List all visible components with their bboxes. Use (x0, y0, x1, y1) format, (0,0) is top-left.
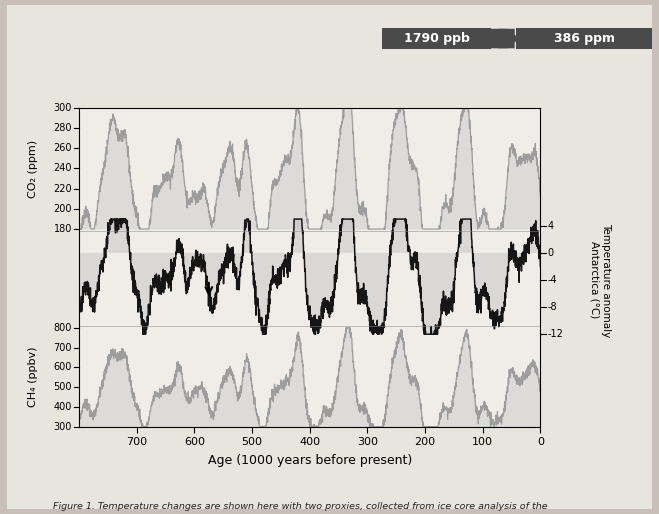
Text: 386 ppm: 386 ppm (554, 32, 615, 45)
Text: 400: 400 (54, 402, 72, 412)
Text: 500: 500 (53, 382, 72, 392)
X-axis label: Age (1000 years before present): Age (1000 years before present) (208, 454, 412, 467)
FancyBboxPatch shape (516, 28, 652, 49)
Text: -12: -12 (547, 329, 563, 339)
Text: 700: 700 (53, 343, 72, 353)
Text: 300: 300 (54, 103, 72, 113)
Text: CO₂ (ppm): CO₂ (ppm) (28, 139, 38, 197)
FancyArrow shape (486, 29, 515, 48)
Text: 0: 0 (547, 248, 554, 258)
Text: 180: 180 (54, 224, 72, 234)
Text: -8: -8 (547, 302, 557, 312)
Text: 200: 200 (53, 204, 72, 214)
Text: 260: 260 (53, 143, 72, 153)
Text: CH₄ (ppbv): CH₄ (ppbv) (28, 347, 38, 408)
Text: 800: 800 (54, 323, 72, 333)
Text: 240: 240 (53, 163, 72, 174)
Text: 600: 600 (54, 362, 72, 372)
Text: 280: 280 (53, 123, 72, 133)
Text: Figure 1. Temperature changes are shown here with two proxies, collected from ic: Figure 1. Temperature changes are shown … (53, 502, 548, 511)
Text: 4: 4 (547, 221, 554, 231)
Text: 220: 220 (53, 183, 72, 194)
FancyArrow shape (491, 29, 519, 48)
FancyBboxPatch shape (382, 28, 491, 49)
Text: Temperature anomaly
Antarctica (°C): Temperature anomaly Antarctica (°C) (590, 223, 611, 337)
Text: -4: -4 (547, 275, 557, 285)
Text: 1790 ppb: 1790 ppb (404, 32, 469, 45)
Text: 300: 300 (54, 421, 72, 432)
